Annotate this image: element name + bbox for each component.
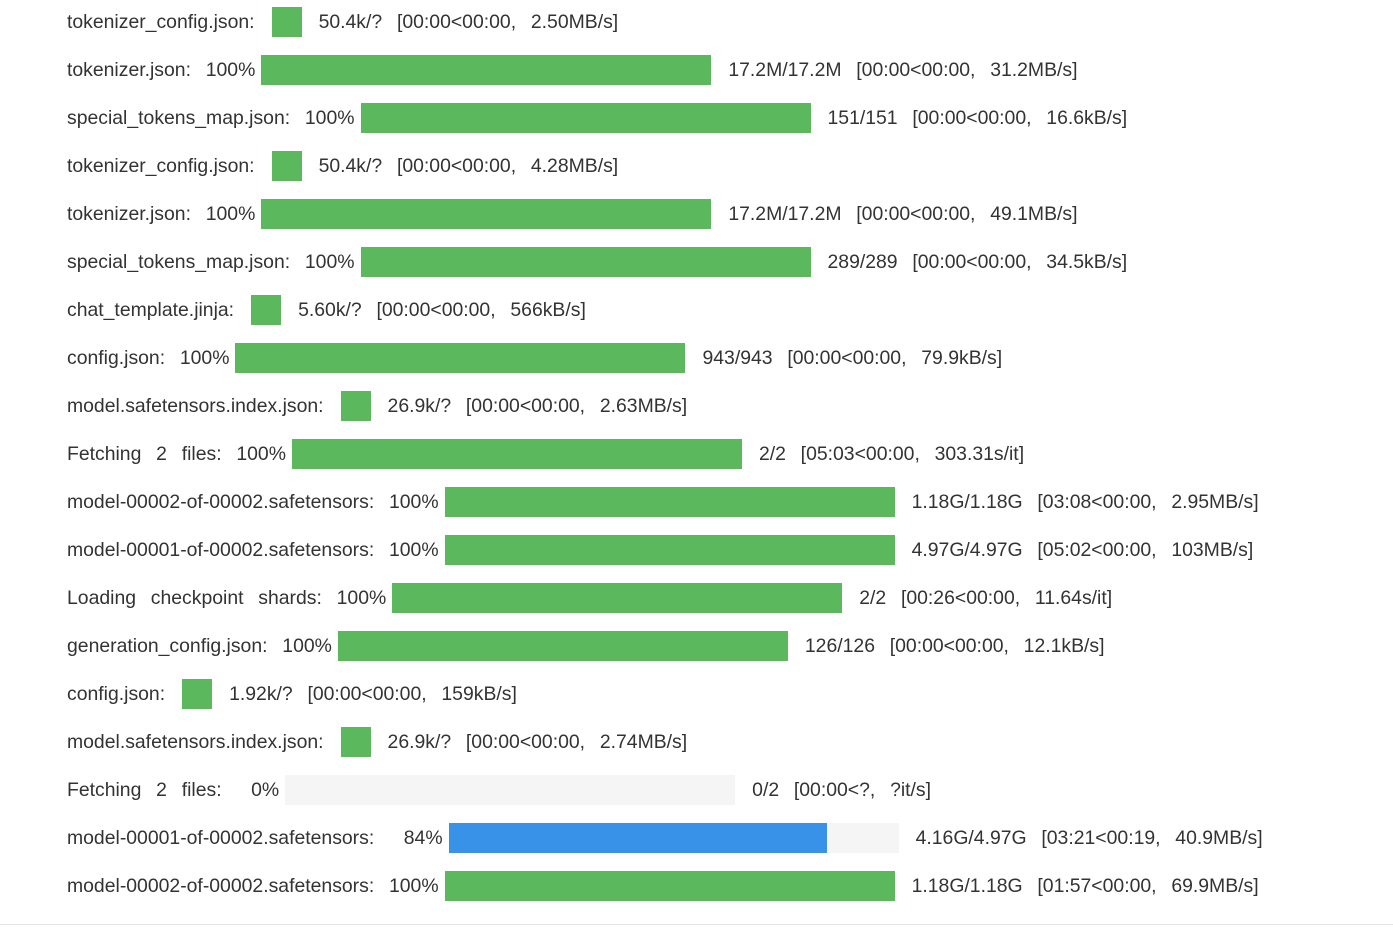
- progress-bar-fill: [337, 631, 788, 661]
- progress-bar: [360, 247, 811, 277]
- progress-stats: 4.97G/4.97G [05:02<00:00, 103MB/s]: [911, 538, 1254, 561]
- progress-stats: 4.16G/4.97G [03:21<00:19, 40.9MB/s]: [915, 826, 1263, 849]
- progress-stats: 126/126 [00:00<00:00, 12.1kB/s]: [804, 634, 1105, 657]
- progress-row: model-00002-of-00002.safetensors: 100% 1.…: [67, 871, 1259, 901]
- progress-label: special_tokens_map.json: 100%: [67, 106, 355, 129]
- progress-bar: [448, 823, 899, 853]
- progress-bar-fill: [261, 55, 712, 85]
- progress-row: special_tokens_map.json: 100% 151/151 [00…: [67, 103, 1127, 133]
- progress-label: Loading checkpoint shards: 100%: [67, 586, 387, 609]
- progress-stats: 1.92k/? [00:00<00:00, 159kB/s]: [229, 682, 517, 705]
- progress-stats: 1.18G/1.18G [03:08<00:00, 2.95MB/s]: [911, 490, 1259, 513]
- progress-stats: 151/151 [00:00<00:00, 16.6kB/s]: [827, 106, 1128, 129]
- progress-label: model-00002-of-00002.safetensors: 100%: [67, 490, 439, 513]
- progress-stats: 943/943 [00:00<00:00, 79.9kB/s]: [702, 346, 1003, 369]
- progress-bar: [444, 535, 895, 565]
- progress-label: Fetching 2 files: 100%: [67, 442, 286, 465]
- progress-bar: [261, 55, 712, 85]
- progress-label: model.safetensors.index.json:: [67, 394, 324, 417]
- progress-bar-fill: [360, 247, 811, 277]
- progress-bar: [235, 343, 686, 373]
- progress-label: tokenizer.json: 100%: [67, 202, 256, 225]
- progress-row: tokenizer_config.json: 50.4k/? [00:00<00:…: [67, 151, 618, 181]
- progress-bar: [444, 871, 895, 901]
- progress-label: config.json:: [67, 682, 166, 705]
- progress-bar-fill: [444, 487, 895, 517]
- progress-stats: 2/2 [00:26<00:00, 11.64s/it]: [859, 586, 1113, 609]
- progress-label: special_tokens_map.json: 100%: [67, 250, 355, 273]
- progress-row: model.safetensors.index.json: 26.9k/? [00…: [67, 391, 687, 421]
- progress-label: tokenizer_config.json:: [67, 154, 255, 177]
- progress-row: model.safetensors.index.json: 26.9k/? [00…: [67, 727, 687, 757]
- progress-bar: [271, 7, 302, 37]
- progress-bar-fill: [360, 103, 811, 133]
- progress-label: tokenizer_config.json:: [67, 10, 255, 33]
- progress-row: tokenizer.json: 100% 17.2M/17.2M [00:00<0…: [67, 55, 1078, 85]
- progress-row: special_tokens_map.json: 100% 289/289 [00…: [67, 247, 1127, 277]
- progress-row: tokenizer.json: 100% 17.2M/17.2M [00:00<0…: [67, 199, 1078, 229]
- progress-stats: 5.60k/? [00:00<00:00, 566kB/s]: [298, 298, 586, 321]
- progress-bar: [271, 151, 302, 181]
- progress-label: generation_config.json: 100%: [67, 634, 332, 657]
- progress-bar-fill: [392, 583, 843, 613]
- progress-row: Fetching 2 files: 0% 0/2 [00:00<?, ?it/s]: [67, 775, 931, 805]
- progress-bar-fill: [444, 535, 895, 565]
- progress-row: model-00001-of-00002.safetensors: 84% 4.1…: [67, 823, 1263, 853]
- progress-label: config.json: 100%: [67, 346, 230, 369]
- progress-bar-fill: [444, 871, 895, 901]
- progress-bar-fill: [340, 391, 371, 421]
- progress-row: model-00001-of-00002.safetensors: 100% 4.…: [67, 535, 1253, 565]
- progress-stats: 17.2M/17.2M [00:00<00:00, 49.1MB/s]: [728, 202, 1078, 225]
- progress-stats: 26.9k/? [00:00<00:00, 2.74MB/s]: [387, 730, 688, 753]
- progress-bar-fill: [182, 679, 213, 709]
- progress-label: model.safetensors.index.json:: [67, 730, 324, 753]
- progress-bar: [261, 199, 712, 229]
- progress-stats: 1.18G/1.18G [01:57<00:00, 69.9MB/s]: [911, 874, 1259, 897]
- progress-stats: 50.4k/? [00:00<00:00, 2.50MB/s]: [318, 10, 619, 33]
- progress-label: model-00002-of-00002.safetensors: 100%: [67, 874, 439, 897]
- progress-bar-fill: [261, 199, 712, 229]
- progress-stats: 50.4k/? [00:00<00:00, 4.28MB/s]: [318, 154, 619, 177]
- progress-bar-fill: [251, 295, 282, 325]
- progress-bar: [291, 439, 742, 469]
- progress-bar: [251, 295, 282, 325]
- progress-label: Fetching 2 files: 0%: [67, 778, 280, 801]
- progress-label: chat_template.jinja:: [67, 298, 235, 321]
- progress-bar-fill: [340, 727, 371, 757]
- progress-row: model-00002-of-00002.safetensors: 100% 1.…: [67, 487, 1259, 517]
- progress-bar: [340, 727, 371, 757]
- progress-stats: 0/2 [00:00<?, ?it/s]: [752, 778, 932, 801]
- progress-label: model-00001-of-00002.safetensors: 84%: [67, 826, 443, 849]
- progress-bar: [392, 583, 843, 613]
- progress-bar: [340, 391, 371, 421]
- progress-stats: 26.9k/? [00:00<00:00, 2.63MB/s]: [387, 394, 688, 417]
- progress-row: generation_config.json: 100% 126/126 [00:…: [67, 631, 1105, 661]
- progress-row: config.json: 1.92k/? [00:00<00:00, 159kB/…: [67, 679, 517, 709]
- progress-bar: [182, 679, 213, 709]
- progress-row: Fetching 2 files: 100% 2/2 [05:03<00:00, …: [67, 439, 1024, 469]
- progress-stats: 289/289 [00:00<00:00, 34.5kB/s]: [827, 250, 1128, 273]
- progress-label: tokenizer.json: 100%: [67, 58, 256, 81]
- progress-bar: [360, 103, 811, 133]
- progress-bar-fill: [271, 7, 302, 37]
- progress-stats: 2/2 [05:03<00:00, 303.31s/it]: [758, 442, 1025, 465]
- progress-bar: [337, 631, 788, 661]
- progress-label: model-00001-of-00002.safetensors: 100%: [67, 538, 439, 561]
- progress-bar-fill: [235, 343, 686, 373]
- progress-bar-fill: [448, 823, 827, 853]
- progress-bar-fill: [291, 439, 742, 469]
- progress-row: chat_template.jinja: 5.60k/? [00:00<00:00…: [67, 295, 586, 325]
- progress-row: Loading checkpoint shards: 100% 2/2 [00:2…: [67, 583, 1112, 613]
- progress-bar: [444, 487, 895, 517]
- progress-row: tokenizer_config.json: 50.4k/? [00:00<00:…: [67, 7, 618, 37]
- progress-bar-fill: [271, 151, 302, 181]
- progress-stats: 17.2M/17.2M [00:00<00:00, 31.2MB/s]: [728, 58, 1078, 81]
- progress-bar: [285, 775, 736, 805]
- progress-row: config.json: 100% 943/943 [00:00<00:00, 7…: [67, 343, 1002, 373]
